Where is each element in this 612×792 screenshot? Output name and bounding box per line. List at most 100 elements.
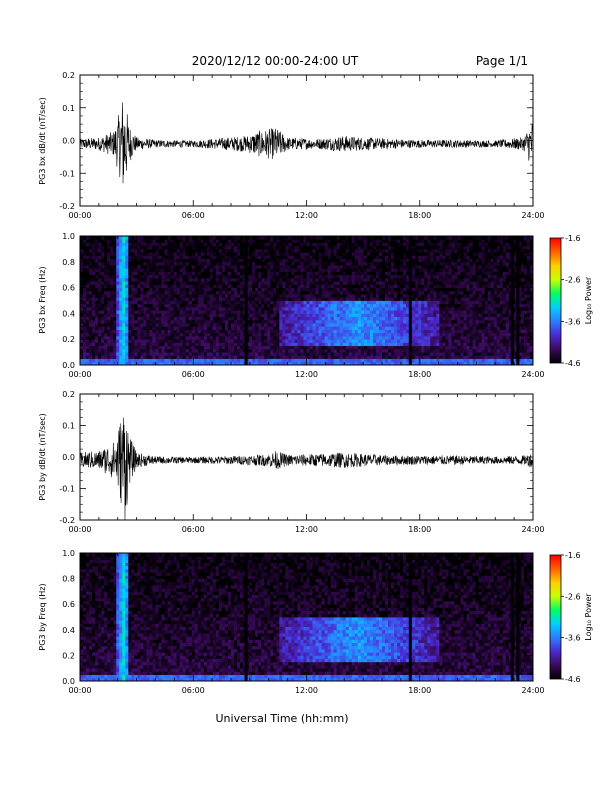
- spectrogram-cell: [218, 242, 223, 247]
- spectrogram-cell: [234, 239, 238, 243]
- spectrogram-cell: [125, 300, 129, 305]
- spectrogram-cell: [442, 323, 446, 327]
- spectrogram-cell: [369, 248, 374, 253]
- spectrogram-cell: [427, 252, 431, 256]
- spectrogram-cell: [348, 255, 353, 259]
- spectrogram-cell: [294, 255, 298, 259]
- spectrogram-cell: [140, 339, 144, 343]
- spectrogram-cell: [128, 245, 132, 250]
- spectrogram-cell: [354, 261, 359, 266]
- spectrogram-cell: [164, 361, 168, 366]
- spectrogram-cell: [158, 294, 162, 298]
- spectrogram-cell: [303, 316, 307, 321]
- spectrogram-cell: [86, 316, 90, 321]
- spectrogram-cell: [372, 252, 377, 256]
- spectrogram-cell: [95, 361, 99, 366]
- spectrogram-cell: [227, 352, 232, 356]
- spectrogram-cell: [412, 300, 416, 305]
- spectrogram-cell: [327, 355, 332, 359]
- spectrogram-cell: [122, 252, 126, 256]
- spectrogram-cell: [273, 306, 277, 311]
- spectrogram-cell: [424, 284, 428, 289]
- spectrogram-cell: [342, 268, 347, 272]
- spectrogram-cell: [110, 277, 114, 282]
- spectrogram-cell: [342, 332, 347, 337]
- spectrogram-cell: [143, 303, 147, 308]
- spectrogram-cell: [209, 261, 214, 266]
- spectrogram-cell: [116, 281, 120, 285]
- spectrogram-cell: [264, 258, 268, 263]
- spectrogram-cell: [406, 342, 410, 347]
- spectrogram-cell: [258, 261, 262, 266]
- spectrogram-cell: [255, 271, 259, 276]
- spectrogram-cell: [95, 310, 99, 314]
- spectrogram-cell: [324, 361, 329, 366]
- spectrogram-cell: [140, 271, 144, 276]
- spectrogram-cell: [149, 265, 153, 269]
- spectrogram-cell: [369, 236, 374, 240]
- spectrogram-cell: [218, 358, 223, 363]
- spectrogram-cell: [397, 355, 401, 359]
- spectrogram-cell: [279, 306, 283, 311]
- spectrogram-cell: [95, 316, 99, 321]
- spectrogram-cell: [339, 290, 344, 295]
- spectrogram-cell: [433, 255, 437, 259]
- spectrogram-cell: [348, 345, 353, 350]
- spectrogram-cell: [318, 323, 322, 327]
- spectrogram-cell: [412, 313, 416, 318]
- spectrogram-cell: [224, 345, 229, 350]
- x-tick-label: 18:00: [408, 211, 431, 220]
- spectrogram-cell: [294, 261, 298, 266]
- spectrogram-cell: [218, 355, 223, 359]
- spectrogram-cell: [285, 248, 289, 253]
- spectrogram-cell: [113, 284, 117, 289]
- spectrogram-cell: [436, 313, 440, 318]
- spectrogram-cell: [330, 358, 335, 363]
- spectrogram-cell: [258, 310, 262, 314]
- spectrogram-cell: [276, 255, 280, 259]
- spectrogram-cell: [403, 342, 407, 347]
- spectrogram-cell: [360, 332, 365, 337]
- spectrogram-cell: [95, 332, 99, 337]
- spectrogram-cell: [110, 239, 114, 243]
- spectrogram-cell: [315, 319, 319, 324]
- spectrogram-cell: [218, 332, 223, 337]
- spectrogram-cell: [273, 348, 277, 353]
- spectrogram-cell: [146, 306, 150, 311]
- spectrogram-cell: [270, 339, 274, 343]
- spectrogram-cell: [173, 287, 178, 292]
- spectrogram-cell: [131, 355, 135, 359]
- spectrogram-cell: [249, 313, 253, 318]
- spectrogram-cell: [427, 332, 431, 337]
- spectrogram-cell: [206, 348, 211, 353]
- spectrogram-cell: [258, 268, 262, 272]
- spectrogram-cell: [397, 319, 401, 324]
- spectrogram-cell: [378, 236, 383, 240]
- spectrogram-cell: [237, 248, 241, 253]
- spectrogram-cell: [360, 313, 365, 318]
- spectrogram-cell: [315, 361, 319, 366]
- spectrogram-cell: [258, 355, 262, 359]
- spectrogram-cell: [137, 297, 141, 301]
- spectrogram-cell: [363, 290, 368, 295]
- spectrogram-cell: [234, 323, 238, 327]
- spectrogram-cell: [291, 258, 295, 263]
- spectrogram-cell: [240, 252, 244, 256]
- spectrogram-cell: [282, 303, 286, 308]
- spectrogram-cell: [258, 352, 262, 356]
- spectrogram-cell: [394, 287, 398, 292]
- spectrogram-cell: [134, 319, 138, 324]
- spectrogram-cell: [372, 339, 377, 343]
- spectrogram-cell: [191, 255, 196, 259]
- spectrogram-cell: [270, 323, 274, 327]
- spectrogram-cell: [240, 339, 244, 343]
- spectrogram-cell: [227, 332, 232, 337]
- spectrogram-cell: [134, 306, 138, 311]
- spectrogram-cell: [324, 323, 329, 327]
- spectrogram-cell: [158, 258, 162, 263]
- spectrogram-cell: [424, 335, 428, 340]
- spectrogram-cell: [318, 329, 322, 334]
- spectrogram-cell: [360, 348, 365, 353]
- spectrogram-cell: [285, 306, 289, 311]
- spectrogram-cell: [294, 323, 298, 327]
